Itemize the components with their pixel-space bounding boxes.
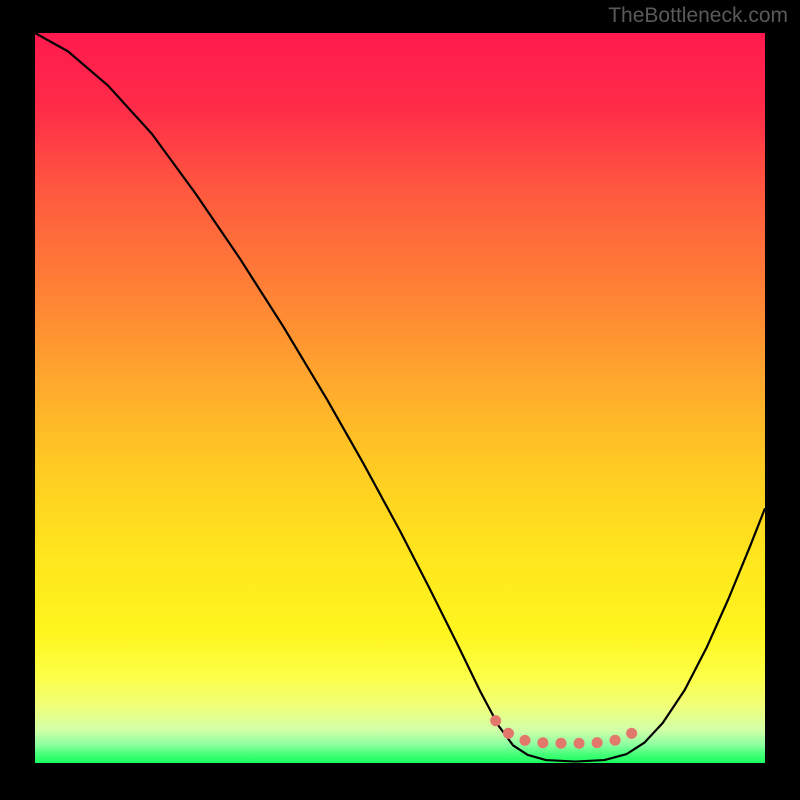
watermark-text: TheBottleneck.com [608,4,788,28]
bottleneck-chart [0,0,800,800]
chart-container: TheBottleneck.com [0,0,800,800]
gradient-background [35,33,765,763]
